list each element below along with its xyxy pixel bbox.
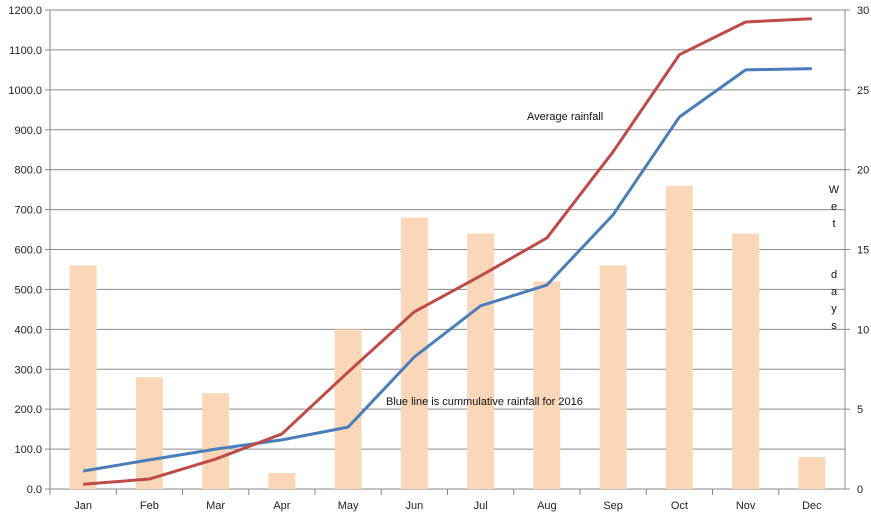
bar-wet-days-dec — [798, 457, 826, 489]
right-tick-label: 15 — [857, 245, 869, 257]
left-tick-label: 500.0 — [14, 284, 42, 296]
right-tick-label: 0 — [857, 484, 863, 496]
x-tick-label: Apr — [273, 500, 290, 512]
x-tick-label: Jul — [474, 500, 488, 512]
right-tick-label: 20 — [857, 165, 869, 177]
bar-wet-days-may — [334, 329, 362, 489]
left-tick-label: 100.0 — [14, 444, 42, 456]
annotation-average-rainfall: Average rainfall — [527, 111, 603, 123]
left-tick-label: 1000.0 — [8, 85, 42, 97]
x-tick-label: May — [338, 500, 359, 512]
x-tick-label: Jan — [74, 500, 92, 512]
x-tick-label: Aug — [537, 500, 557, 512]
line-average-rainfall — [83, 17, 812, 486]
bar-wet-days-jun — [400, 217, 428, 490]
bar-wet-days-mar — [202, 393, 230, 489]
left-tick-label: 200.0 — [14, 404, 42, 416]
left-tick-label: 600.0 — [14, 245, 42, 257]
x-tick-label: Jun — [406, 500, 424, 512]
annotation-blue-line: Blue line is cummulative rainfall for 20… — [386, 396, 583, 408]
left-tick-label: 300.0 — [14, 364, 42, 376]
right-axis-label: Wet days — [828, 184, 840, 337]
bar-wet-days-nov — [732, 233, 760, 489]
x-tick-label: Mar — [206, 500, 225, 512]
left-tick-label: 1100.0 — [9, 45, 42, 57]
right-tick-label: 5 — [857, 404, 863, 416]
x-tick-label: Oct — [671, 500, 688, 512]
left-tick-label: 900.0 — [14, 125, 42, 137]
bar-wet-days-jan — [69, 265, 97, 489]
left-tick-label: 800.0 — [14, 165, 42, 177]
left-tick-label: 0.0 — [27, 484, 42, 496]
bar-wet-days-sep — [599, 265, 627, 489]
x-tick-label: Dec — [802, 500, 822, 512]
right-tick-label: 30 — [857, 5, 869, 17]
x-tick-label: Sep — [603, 500, 623, 512]
x-tick-label: Nov — [736, 500, 756, 512]
bar-wet-days-apr — [268, 473, 296, 489]
left-tick-label: 700.0 — [14, 205, 42, 217]
left-tick-label: 1200.0 — [8, 5, 42, 17]
line-cumulative-2016 — [82, 67, 812, 473]
x-tick-label: Feb — [140, 500, 159, 512]
bar-wet-days-feb — [135, 377, 163, 489]
left-tick-label: 400.0 — [14, 324, 42, 336]
bar-wet-days-aug — [533, 281, 561, 489]
right-tick-label: 10 — [857, 324, 869, 336]
bar-wet-days-oct — [665, 185, 693, 489]
right-tick-label: 25 — [857, 85, 869, 97]
